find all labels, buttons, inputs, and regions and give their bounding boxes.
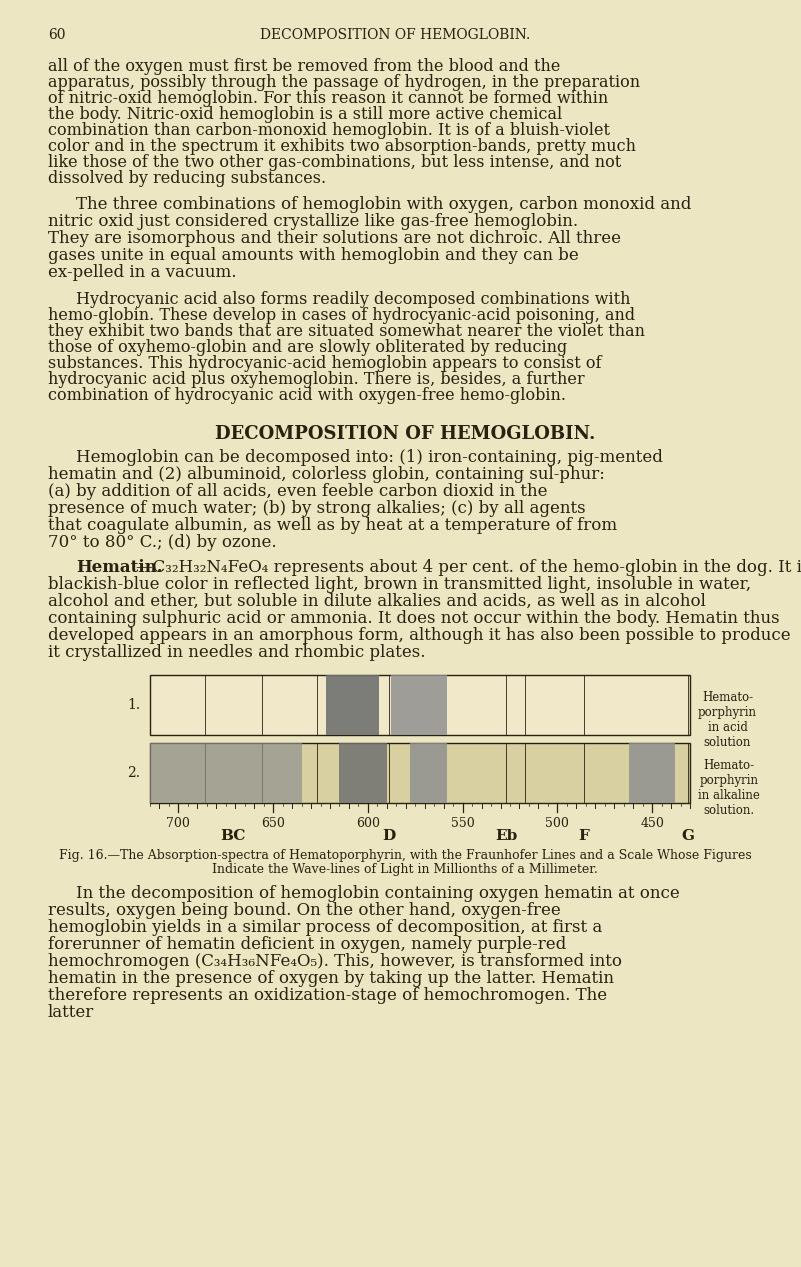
- Text: hemoglobin yields in a similar process of decomposition, at first a: hemoglobin yields in a similar process o…: [48, 919, 602, 936]
- Text: In the decomposition of hemoglobin containing oxygen hematin at once: In the decomposition of hemoglobin conta…: [76, 886, 680, 902]
- Text: 450: 450: [640, 817, 664, 830]
- Text: nitric oxid just considered crystallize like gas-free hemoglobin.: nitric oxid just considered crystallize …: [48, 213, 578, 231]
- Text: F: F: [578, 829, 590, 843]
- Text: the body. Nitric-oxid hemoglobin is a still more active chemical: the body. Nitric-oxid hemoglobin is a st…: [48, 106, 562, 123]
- Bar: [150, 675, 690, 735]
- Text: They are isomorphous and their solutions are not dichroic. All three: They are isomorphous and their solutions…: [48, 231, 621, 247]
- Text: latter: latter: [48, 1003, 95, 1021]
- Text: —C₃₂H₃₂N₄FeO₄ represents about 4 per cent. of the hemo-globin in the dog. It is : —C₃₂H₃₂N₄FeO₄ represents about 4 per cen…: [135, 559, 801, 576]
- Text: combination than carbon-monoxid hemoglobin. It is of a bluish-violet: combination than carbon-monoxid hemoglob…: [48, 122, 610, 139]
- Text: Hemato-
porphyrin
in alkaline
solution.: Hemato- porphyrin in alkaline solution.: [698, 759, 760, 817]
- Text: DECOMPOSITION OF HEMOGLOBIN.: DECOMPOSITION OF HEMOGLOBIN.: [260, 28, 530, 42]
- Bar: [150, 742, 302, 803]
- Text: 600: 600: [356, 817, 380, 830]
- Text: gases unite in equal amounts with hemoglobin and they can be: gases unite in equal amounts with hemogl…: [48, 247, 579, 264]
- Text: Hematin.: Hematin.: [76, 559, 163, 576]
- Text: D: D: [382, 829, 396, 843]
- Text: all of the oxygen must first be removed from the blood and the: all of the oxygen must first be removed …: [48, 58, 561, 75]
- Text: BC: BC: [221, 829, 246, 843]
- Text: Eb: Eb: [495, 829, 517, 843]
- Text: (a) by addition of all acids, even feeble carbon dioxid in the: (a) by addition of all acids, even feebl…: [48, 483, 548, 500]
- Bar: [326, 675, 379, 735]
- Text: like those of the two other gas-combinations, but less intense, and not: like those of the two other gas-combinat…: [48, 155, 622, 171]
- Text: 500: 500: [545, 817, 570, 830]
- Text: Fig. 16.—The Absorption-spectra of Hematoporphyrin, with the Fraunhofer Lines an: Fig. 16.—The Absorption-spectra of Hemat…: [58, 849, 751, 862]
- Text: presence of much water; (b) by strong alkalies; (c) by all agents: presence of much water; (b) by strong al…: [48, 500, 586, 517]
- Text: 700: 700: [167, 817, 191, 830]
- Text: alcohol and ether, but soluble in dilute alkalies and acids, as well as in alcoh: alcohol and ether, but soluble in dilute…: [48, 593, 706, 609]
- Text: DECOMPOSITION OF HEMOGLOBIN.: DECOMPOSITION OF HEMOGLOBIN.: [215, 424, 595, 443]
- Text: hydrocyanic acid plus oxyhemoglobin. There is, besides, a further: hydrocyanic acid plus oxyhemoglobin. The…: [48, 371, 585, 388]
- Text: developed appears in an amorphous form, although it has also been possible to pr: developed appears in an amorphous form, …: [48, 627, 791, 644]
- Text: Hemoglobin can be decomposed into: (1) iron-containing, pig-mented: Hemoglobin can be decomposed into: (1) i…: [76, 449, 663, 466]
- Text: therefore represents an oxidization-stage of hemochromogen. The: therefore represents an oxidization-stag…: [48, 987, 607, 1003]
- Text: results, oxygen being bound. On the other hand, oxygen-free: results, oxygen being bound. On the othe…: [48, 902, 561, 919]
- Text: it crystallized in needles and rhombic plates.: it crystallized in needles and rhombic p…: [48, 644, 425, 661]
- Text: Hydrocyanic acid also forms readily decomposed combinations with: Hydrocyanic acid also forms readily deco…: [76, 291, 630, 308]
- Text: 2.: 2.: [127, 767, 140, 780]
- Text: forerunner of hematin deficient in oxygen, namely purple-red: forerunner of hematin deficient in oxyge…: [48, 936, 566, 953]
- Bar: [409, 742, 448, 803]
- Text: combination of hydrocyanic acid with oxygen-free hemo-globin.: combination of hydrocyanic acid with oxy…: [48, 386, 566, 404]
- Text: G: G: [682, 829, 694, 843]
- Text: The three combinations of hemoglobin with oxygen, carbon monoxid and: The three combinations of hemoglobin wit…: [76, 196, 691, 213]
- Text: hemo-globin. These develop in cases of hydrocyanic-acid poisoning, and: hemo-globin. These develop in cases of h…: [48, 307, 635, 324]
- Text: 550: 550: [451, 817, 474, 830]
- Bar: [391, 675, 448, 735]
- Text: hemochromogen (C₃₄H₃₆NFe₄O₅). This, however, is transformed into: hemochromogen (C₃₄H₃₆NFe₄O₅). This, howe…: [48, 953, 622, 971]
- Bar: [630, 742, 674, 803]
- Text: 60: 60: [48, 28, 66, 42]
- Text: dissolved by reducing substances.: dissolved by reducing substances.: [48, 170, 326, 188]
- Text: apparatus, possibly through the passage of hydrogen, in the preparation: apparatus, possibly through the passage …: [48, 73, 640, 91]
- Text: that coagulate albumin, as well as by heat at a temperature of from: that coagulate albumin, as well as by he…: [48, 517, 617, 533]
- Text: 650: 650: [261, 817, 285, 830]
- Text: 70° to 80° C.; (d) by ozone.: 70° to 80° C.; (d) by ozone.: [48, 533, 276, 551]
- Bar: [340, 742, 387, 803]
- Text: Indicate the Wave-lines of Light in Millionths of a Millimeter.: Indicate the Wave-lines of Light in Mill…: [212, 863, 598, 875]
- Text: those of oxyhemo-globin and are slowly obliterated by reducing: those of oxyhemo-globin and are slowly o…: [48, 340, 567, 356]
- Text: hematin and (2) albuminoid, colorless globin, containing sul-phur:: hematin and (2) albuminoid, colorless gl…: [48, 466, 605, 483]
- Text: of nitric-oxid hemoglobin. For this reason it cannot be formed within: of nitric-oxid hemoglobin. For this reas…: [48, 90, 608, 106]
- Text: they exhibit two bands that are situated somewhat nearer the violet than: they exhibit two bands that are situated…: [48, 323, 645, 340]
- Bar: [150, 742, 690, 803]
- Text: hematin in the presence of oxygen by taking up the latter. Hematin: hematin in the presence of oxygen by tak…: [48, 971, 614, 987]
- Text: blackish-blue color in reflected light, brown in transmitted light, insoluble in: blackish-blue color in reflected light, …: [48, 576, 751, 593]
- Text: 1.: 1.: [127, 698, 140, 712]
- Text: color and in the spectrum it exhibits two absorption-bands, pretty much: color and in the spectrum it exhibits tw…: [48, 138, 636, 155]
- Text: substances. This hydrocyanic-acid hemoglobin appears to consist of: substances. This hydrocyanic-acid hemogl…: [48, 355, 602, 372]
- Text: Hemato-
porphyrin
in acid
solution: Hemato- porphyrin in acid solution: [698, 691, 757, 749]
- Text: ex-pelled in a vacuum.: ex-pelled in a vacuum.: [48, 264, 236, 281]
- Text: containing sulphuric acid or ammonia. It does not occur within the body. Hematin: containing sulphuric acid or ammonia. It…: [48, 609, 779, 627]
